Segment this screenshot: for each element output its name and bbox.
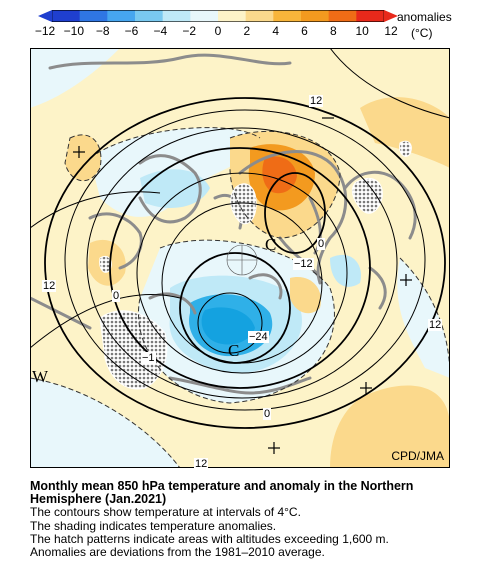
high-altitude-hatch-small xyxy=(399,140,412,157)
colorbar-tick-label: −12 xyxy=(34,24,56,38)
anomaly-colorbar xyxy=(38,10,398,22)
caption-line: The hatch patterns indicate areas with a… xyxy=(30,531,389,546)
contour-label: −24 xyxy=(248,331,269,343)
contour-label: −12 xyxy=(293,258,314,270)
map-frame xyxy=(30,48,450,468)
colorbar-tick-label: −10 xyxy=(63,24,85,38)
colorbar-tick-labels: −12 −10 −8 −6 −4 −2 0 2 4 6 8 10 12 xyxy=(0,24,480,40)
temperature-contours xyxy=(30,48,450,429)
colorbar-cell xyxy=(328,10,357,22)
colorbar-title: anomalies xyxy=(397,10,452,24)
contour-label: 12 xyxy=(42,280,57,292)
contour-label: 12 xyxy=(194,458,209,470)
colorbar-cell xyxy=(107,10,136,22)
caption-line: The shading indicates temperature anomal… xyxy=(30,518,277,533)
low-center-label: C xyxy=(228,341,240,360)
colorbar-tick-label: 4 xyxy=(272,24,279,38)
colorbar-left-arrow xyxy=(38,10,52,22)
colorbar-tick-label: 2 xyxy=(243,24,251,38)
cool-anomaly-region xyxy=(30,378,180,468)
polar-map-canvas xyxy=(30,48,450,468)
colorbar-tick-label: 0 xyxy=(214,24,222,38)
low-center-label: C xyxy=(265,235,277,254)
colorbar-tick-label: −2 xyxy=(182,24,196,38)
colorbar-cell xyxy=(52,10,81,22)
contour-label: −1 xyxy=(141,352,156,364)
colorbar-tick-label: 6 xyxy=(301,24,308,38)
colorbar-cell xyxy=(190,10,219,22)
colorbar-cell xyxy=(356,10,385,22)
colorbar-tick-label: 10 xyxy=(355,24,369,38)
colorbar-cell xyxy=(135,10,164,22)
colorbar-tick-label: −6 xyxy=(124,24,139,38)
contour-label: 0 xyxy=(263,408,272,420)
caption-title-line: Hemisphere (Jan.2021) xyxy=(30,492,167,507)
map-edge-label: W xyxy=(32,367,49,386)
colorbar-tick-label: −4 xyxy=(153,24,168,38)
plus-markers xyxy=(73,117,412,454)
warm-anomaly-region xyxy=(360,97,450,168)
figure-caption: Monthly mean 850 hPa temperature and ano… xyxy=(30,479,470,560)
colorbar-cell xyxy=(218,10,247,22)
high-altitude-hatch-rockies xyxy=(351,178,383,214)
contour-label: 12 xyxy=(428,319,443,331)
colorbar-cell xyxy=(273,10,302,22)
polar-map: 12 12 12 12 0 0 0 −12 −24 −1 C C W CPD/J… xyxy=(30,48,450,470)
warm-anomaly-region xyxy=(65,134,101,181)
colorbar-unit: (°C) xyxy=(411,26,433,40)
colorbar-cell xyxy=(162,10,191,22)
cool-anomaly-region xyxy=(397,258,450,378)
contour-label: 0 xyxy=(317,238,326,250)
cold-core-region xyxy=(201,307,255,345)
colorbar-tick-label: −8 xyxy=(95,24,110,38)
cold-anomaly-region xyxy=(140,169,210,208)
colorbar-cell xyxy=(301,10,330,22)
colorbar-cell xyxy=(79,10,108,22)
graticule xyxy=(226,244,258,276)
map-credit: CPD/JMA xyxy=(391,449,444,463)
colorbar-tick-label: 12 xyxy=(384,24,398,38)
warm-anomaly-region xyxy=(330,385,450,468)
very-hot-anomaly-region xyxy=(262,156,297,194)
caption-title-line: Monthly mean 850 hPa temperature and ano… xyxy=(30,479,414,493)
warm-anomaly-region xyxy=(290,277,321,314)
high-altitude-hatch-tibet xyxy=(99,310,168,390)
contour-label: 12 xyxy=(309,95,324,107)
colorbar-right-arrow xyxy=(384,10,398,22)
caption-line: Anomalies are deviations from the 1981–2… xyxy=(30,545,325,560)
cold-anomaly-region xyxy=(330,254,361,287)
colorbar-tick-label: 8 xyxy=(329,24,337,38)
caption-line: The contours show temperature at interva… xyxy=(30,505,301,520)
contour-label: 0 xyxy=(112,290,121,302)
colorbar-cell xyxy=(245,10,274,22)
